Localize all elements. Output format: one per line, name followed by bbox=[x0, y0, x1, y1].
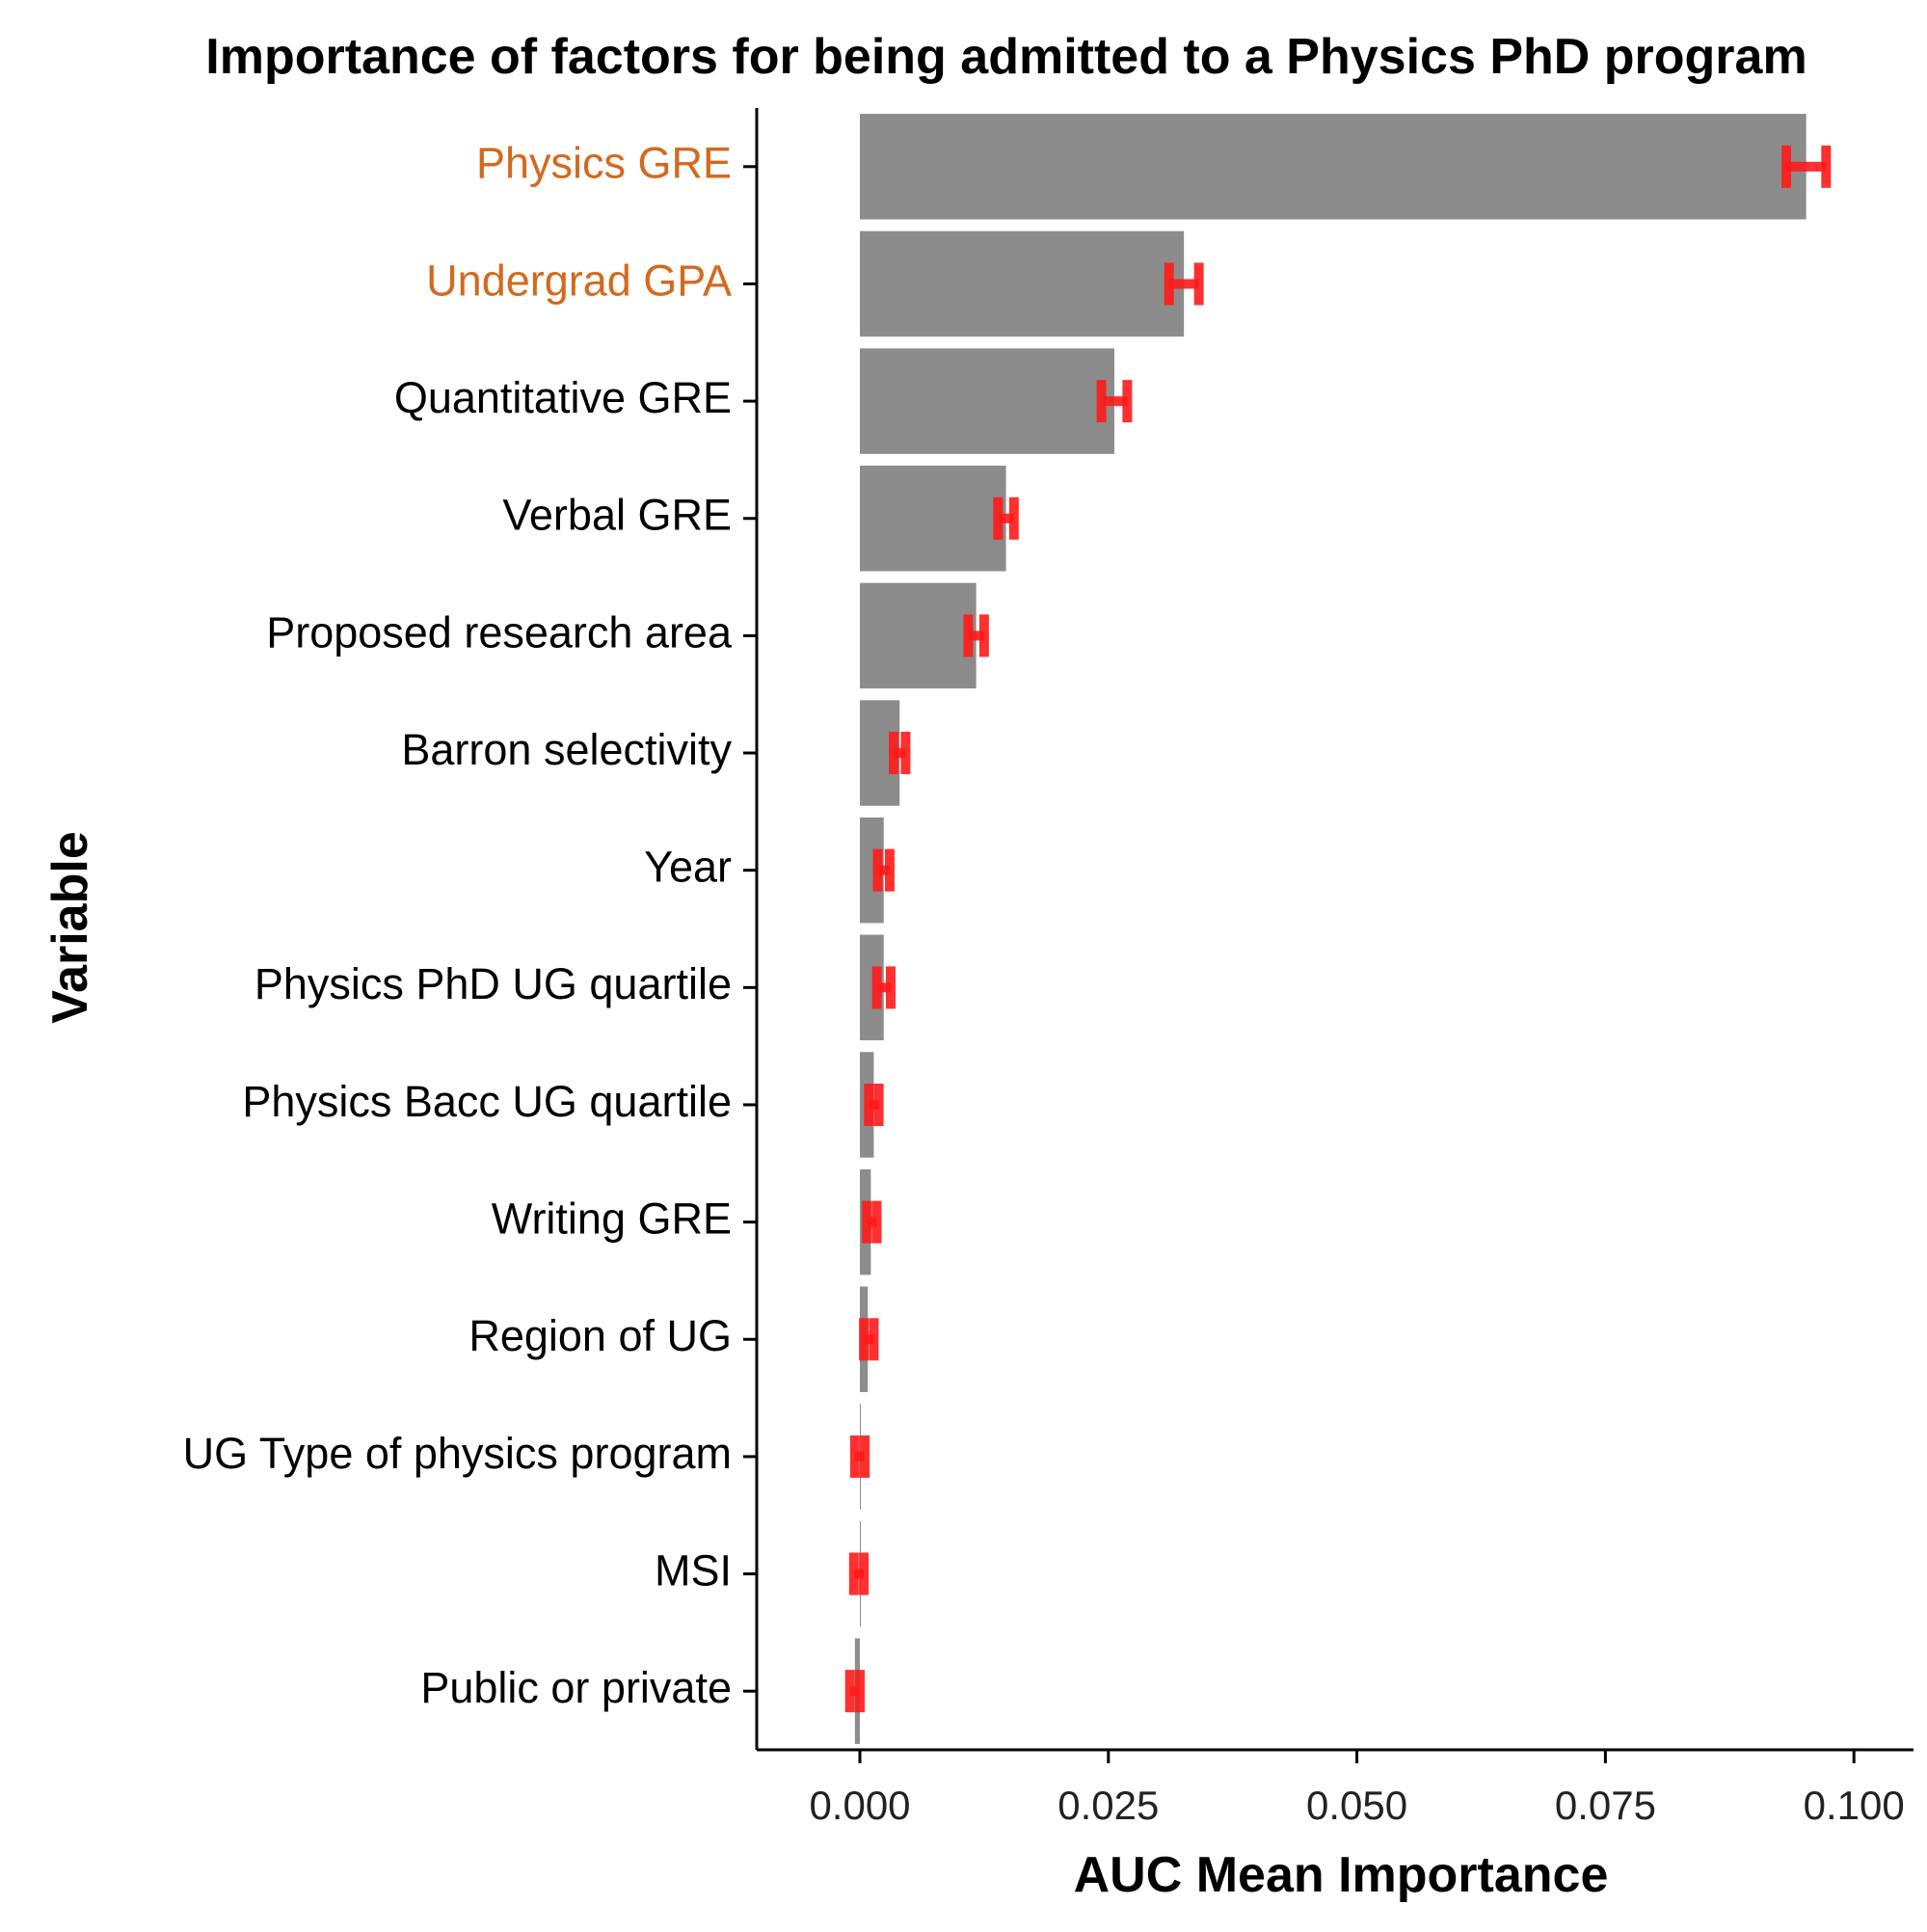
error-bar-writing-gre bbox=[862, 1200, 882, 1244]
y-tick-label-quantitative-gre: Quantitative GRE bbox=[394, 373, 732, 422]
chart-title: Importance of factors for being admitted… bbox=[205, 29, 1807, 85]
x-tick-label: 0.100 bbox=[1804, 1783, 1905, 1828]
x-axis-title: AUC Mean Importance bbox=[1074, 1847, 1609, 1903]
error-bar-verbal-gre bbox=[993, 496, 1019, 540]
y-tick-label-verbal-gre: Verbal GRE bbox=[502, 491, 732, 540]
x-tick-label: 0.075 bbox=[1555, 1783, 1656, 1828]
y-tick-label-year: Year bbox=[644, 843, 732, 892]
bar-physics-gre bbox=[860, 114, 1807, 220]
error-bar-msi bbox=[848, 1552, 870, 1596]
error-bar-physics-gre bbox=[1781, 145, 1832, 188]
bar-verbal-gre bbox=[860, 466, 1006, 572]
bar-undergrad-gpa bbox=[860, 230, 1185, 337]
error-bar-physics-phd-ug-quartile bbox=[871, 966, 896, 1009]
x-tick-labels: 0.000 0.025 0.050 0.075 0.100 bbox=[809, 1783, 1904, 1828]
error-bar-region-of-ug bbox=[859, 1318, 879, 1361]
error-bar-proposed-research-area bbox=[963, 614, 989, 657]
error-bar-physics-bacc-ug-quartile bbox=[864, 1083, 884, 1126]
error-bar-year bbox=[872, 848, 895, 892]
bar-proposed-research-area bbox=[860, 582, 977, 689]
x-tick-label: 0.050 bbox=[1306, 1783, 1407, 1828]
x-tick-label: 0.025 bbox=[1057, 1783, 1159, 1828]
y-tick-label-msi: MSI bbox=[655, 1545, 732, 1595]
y-tick-label-writing-gre: Writing GRE bbox=[492, 1194, 732, 1243]
error-bar-barron-selectivity bbox=[889, 732, 911, 775]
bar-quantitative-gre bbox=[860, 348, 1114, 454]
y-tick-label-physics-gre: Physics GRE bbox=[476, 139, 732, 188]
y-tick-labels: Physics GRE Undergrad GPA Quantitative GRE… bbox=[183, 139, 733, 1712]
y-tick-label-undergrad-gpa: Undergrad GPA bbox=[426, 255, 732, 305]
y-tick-label-region-of-ug: Region of UG bbox=[468, 1311, 732, 1360]
error-bar-ug-type-of-physics-program bbox=[849, 1435, 870, 1478]
x-tick-label: 0.000 bbox=[809, 1783, 910, 1828]
y-tick-label-barron-selectivity: Barron selectivity bbox=[401, 725, 732, 774]
error-bar-undergrad-gpa bbox=[1164, 262, 1204, 306]
y-tick-label-public-or-private: Public or private bbox=[420, 1663, 732, 1712]
y-axis-title: Variable bbox=[42, 831, 98, 1023]
y-tick-label-proposed-research-area: Proposed research area bbox=[266, 607, 733, 657]
y-tick-label-physics-phd-ug-quartile: Physics PhD UG quartile bbox=[254, 959, 732, 1008]
axes-group bbox=[743, 108, 1914, 1763]
error-bars-group bbox=[844, 145, 1832, 1713]
error-bar-quantitative-gre bbox=[1096, 380, 1133, 423]
y-tick-label-ug-type-of-physics-program: UG Type of physics program bbox=[183, 1429, 732, 1478]
error-bar-public-or-private bbox=[844, 1670, 865, 1713]
y-tick-label-physics-bacc-ug-quartile: Physics Bacc UG quartile bbox=[242, 1077, 732, 1126]
bars-group bbox=[854, 114, 1807, 1744]
